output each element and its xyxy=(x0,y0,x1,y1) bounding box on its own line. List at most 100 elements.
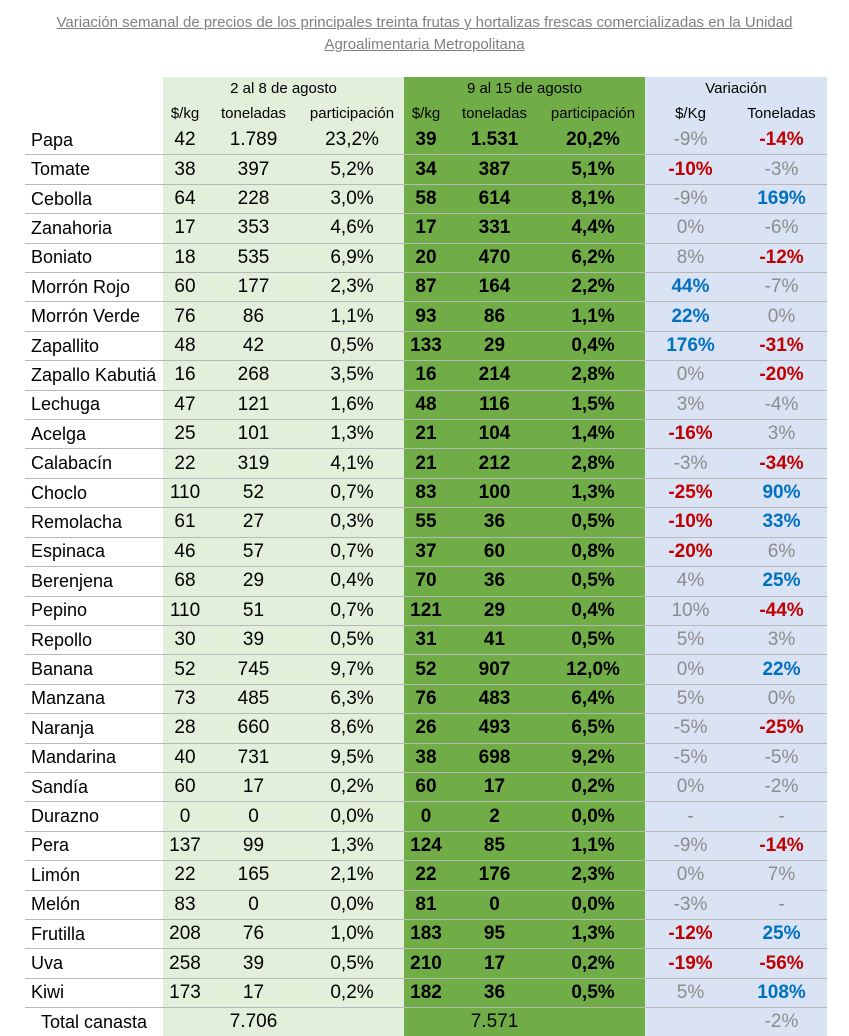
w1-tons: 101 xyxy=(207,419,300,450)
product-name: Espinaca xyxy=(25,537,163,568)
w2-price: 34 xyxy=(404,154,448,185)
w2-share: 0,5% xyxy=(541,978,645,1009)
product-name: Limón xyxy=(25,860,163,891)
total-var-tons: -2% xyxy=(736,1007,827,1036)
table-row: Papa 42 1.789 23,2% 39 1.531 20,2% -9% -14% xyxy=(25,126,827,156)
w2-price: 182 xyxy=(404,978,448,1009)
w2-tons: 493 xyxy=(448,713,541,744)
w2-price: 183 xyxy=(404,919,448,950)
w1-tons: 17 xyxy=(207,772,300,803)
table-row: Zapallo Kabutiá 16 268 3,5% 16 214 2,8% 0% -20% xyxy=(25,360,827,391)
w2-tons: 116 xyxy=(448,390,541,421)
w1-price: 60 xyxy=(163,772,207,803)
w2-price: 17 xyxy=(404,213,448,244)
w1-tons: 29 xyxy=(207,566,300,597)
w1-tons: 39 xyxy=(207,948,300,979)
w1-tons: 535 xyxy=(207,243,300,274)
w2-tons: 104 xyxy=(448,419,541,450)
table-row: Frutilla 208 76 1,0% 183 95 1,3% -12% 25% xyxy=(25,919,827,950)
w1-price: 16 xyxy=(163,360,207,391)
w2-tons: 29 xyxy=(448,331,541,362)
w1-share: 5,2% xyxy=(300,154,404,185)
table-row: Zanahoria 17 353 4,6% 17 331 4,4% 0% -6% xyxy=(25,213,827,244)
total-w1-tons: 7.706 xyxy=(207,1007,300,1036)
w2-tons: 698 xyxy=(448,743,541,773)
w1-tons: 121 xyxy=(207,390,300,421)
w2-share: 0,5% xyxy=(541,507,645,538)
w1-price: 18 xyxy=(163,243,207,274)
w1-share: 2,3% xyxy=(300,272,404,303)
w1-price: 110 xyxy=(163,596,207,626)
var-price: -3% xyxy=(645,448,736,479)
var-tons: 0% xyxy=(736,684,827,715)
w1-share: 2,1% xyxy=(300,860,404,891)
table-row: Naranja 28 660 8,6% 26 493 6,5% -5% -25% xyxy=(25,713,827,744)
col-w1-share: participación xyxy=(300,100,404,126)
table-row: Pepino 110 51 0,7% 121 29 0,4% 10% -44% xyxy=(25,596,827,626)
w2-share: 2,8% xyxy=(541,360,645,391)
table-row: Tomate 38 397 5,2% 34 387 5,1% -10% -3% xyxy=(25,154,827,185)
w2-share: 6,4% xyxy=(541,684,645,715)
w1-share: 8,6% xyxy=(300,713,404,744)
w2-tons: 17 xyxy=(448,772,541,803)
var-price: -12% xyxy=(645,919,736,950)
w1-share: 0,4% xyxy=(300,566,404,597)
w1-tons: 86 xyxy=(207,301,300,332)
var-price: 0% xyxy=(645,860,736,891)
table-title: Variación semanal de precios de los prin… xyxy=(0,12,849,56)
w2-price: 37 xyxy=(404,537,448,568)
w2-price: 133 xyxy=(404,331,448,362)
table-row: Cebolla 64 228 3,0% 58 614 8,1% -9% 169% xyxy=(25,184,827,215)
var-tons: -2% xyxy=(736,772,827,803)
table-row: Pera 137 99 1,3% 124 85 1,1% -9% -14% xyxy=(25,831,827,862)
w1-tons: 42 xyxy=(207,331,300,362)
product-name: Acelga xyxy=(25,419,163,450)
w1-tons: 165 xyxy=(207,860,300,891)
w1-price: 110 xyxy=(163,478,207,509)
var-tons: - xyxy=(736,890,827,920)
table-row: Calabacín 22 319 4,1% 21 212 2,8% -3% -34% xyxy=(25,448,827,479)
product-name: Tomate xyxy=(25,154,163,185)
product-name: Sandía xyxy=(25,772,163,803)
w1-share: 0,2% xyxy=(300,772,404,803)
product-name: Calabacín xyxy=(25,448,163,479)
w1-tons: 57 xyxy=(207,537,300,568)
w1-share: 0,7% xyxy=(300,537,404,568)
w2-price: 60 xyxy=(404,772,448,803)
w1-tons: 228 xyxy=(207,184,300,215)
group-header-row: 2 al 8 de agosto 9 al 15 de agosto Varia… xyxy=(25,77,827,100)
w1-price: 40 xyxy=(163,743,207,773)
w2-share: 20,2% xyxy=(541,126,645,156)
product-name: Choclo xyxy=(25,478,163,509)
col-var-tons: Toneladas xyxy=(736,100,827,126)
title-line-1: Variación semanal de precios de los prin… xyxy=(56,14,793,31)
w2-share: 5,1% xyxy=(541,154,645,185)
w1-tons: 0 xyxy=(207,801,300,832)
w2-tons: 470 xyxy=(448,243,541,274)
w1-tons: 39 xyxy=(207,625,300,656)
w2-share: 9,2% xyxy=(541,743,645,773)
var-price: 10% xyxy=(645,596,736,626)
w1-share: 4,1% xyxy=(300,448,404,479)
w1-share: 0,7% xyxy=(300,478,404,509)
w2-price: 210 xyxy=(404,948,448,979)
w1-share: 9,7% xyxy=(300,654,404,685)
product-name: Mandarina xyxy=(25,743,163,773)
w1-share: 0,5% xyxy=(300,948,404,979)
product-name: Remolacha xyxy=(25,507,163,538)
w2-share: 1,3% xyxy=(541,478,645,509)
w1-price: 28 xyxy=(163,713,207,744)
var-tons: -12% xyxy=(736,243,827,274)
w1-share: 1,1% xyxy=(300,301,404,332)
table-row: Espinaca 46 57 0,7% 37 60 0,8% -20% 6% xyxy=(25,537,827,568)
w2-price: 52 xyxy=(404,654,448,685)
col-w2-price: $/kg xyxy=(404,100,448,126)
col-w2-share: participación xyxy=(541,100,645,126)
var-tons: 7% xyxy=(736,860,827,891)
table-row: Choclo 110 52 0,7% 83 100 1,3% -25% 90% xyxy=(25,478,827,509)
table-row: Kiwi 173 17 0,2% 182 36 0,5% 5% 108% xyxy=(25,978,827,1009)
w1-share: 1,0% xyxy=(300,919,404,950)
col-w1-tons: toneladas xyxy=(207,100,300,126)
w2-tons: 41 xyxy=(448,625,541,656)
var-tons: -14% xyxy=(736,831,827,862)
